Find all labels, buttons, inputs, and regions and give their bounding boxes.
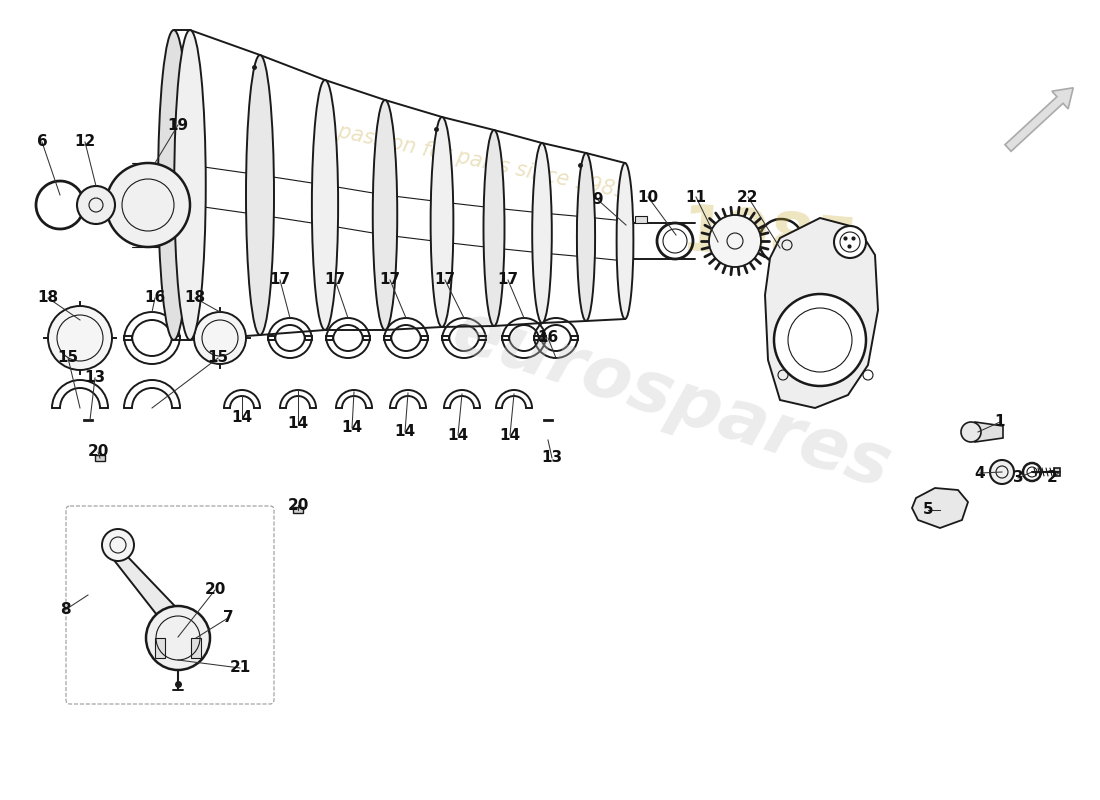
Text: 8: 8 [59,602,70,618]
Text: 22: 22 [737,190,759,205]
Text: 15: 15 [208,350,229,366]
Bar [635,216,647,223]
Text: a passion for parts since 1985: a passion for parts since 1985 [317,118,629,202]
Circle shape [106,163,190,247]
Text: 11: 11 [685,190,706,205]
Ellipse shape [246,55,274,335]
Bar [191,638,201,658]
Text: 18: 18 [185,290,206,306]
Text: 1: 1 [994,414,1005,430]
Text: 14: 14 [231,410,253,426]
Polygon shape [764,218,878,408]
Text: eurospares: eurospares [443,297,899,503]
Circle shape [48,306,112,370]
Ellipse shape [576,153,595,321]
Text: 17: 17 [379,273,400,287]
Text: 16: 16 [144,290,166,306]
Ellipse shape [174,30,206,340]
Text: 19: 19 [167,118,188,133]
Circle shape [990,460,1014,484]
Text: 6: 6 [36,134,47,150]
Text: 17: 17 [497,273,518,287]
Text: 13: 13 [541,450,562,466]
Text: 14: 14 [395,425,416,439]
Circle shape [710,215,761,267]
Text: 21: 21 [230,661,251,675]
Text: 9: 9 [593,193,603,207]
Bar [1054,468,1060,476]
Polygon shape [975,422,1003,442]
Text: 3: 3 [1013,470,1023,486]
Circle shape [146,606,210,670]
Bar [293,507,303,513]
Bar [155,638,165,658]
Polygon shape [110,555,192,652]
Text: 20: 20 [287,498,309,513]
Text: 15: 15 [57,350,78,366]
Circle shape [774,294,866,386]
Text: 5: 5 [923,502,933,518]
Text: 14: 14 [448,427,469,442]
Ellipse shape [312,80,338,330]
Text: 20: 20 [205,582,225,598]
Text: 17: 17 [270,273,290,287]
Text: 12: 12 [75,134,96,150]
Text: 18: 18 [37,290,58,306]
Polygon shape [912,488,968,528]
Circle shape [194,312,246,364]
Ellipse shape [158,30,189,340]
Text: 7: 7 [222,610,233,626]
Bar [95,455,104,461]
Ellipse shape [430,117,453,327]
Ellipse shape [617,163,634,319]
Text: 2: 2 [1046,470,1057,486]
Ellipse shape [484,130,505,326]
Circle shape [77,186,116,224]
Text: 20: 20 [87,445,109,459]
Text: 10: 10 [637,190,659,205]
Text: 13: 13 [85,370,106,386]
Ellipse shape [373,100,397,330]
Text: 14: 14 [287,417,309,431]
Circle shape [961,422,981,442]
Circle shape [102,529,134,561]
Text: 17: 17 [324,273,345,287]
Text: 16: 16 [538,330,559,346]
Text: 17: 17 [434,273,455,287]
Text: 14: 14 [341,421,363,435]
Text: 4: 4 [975,466,986,481]
FancyArrow shape [1005,88,1074,151]
Text: 1985: 1985 [679,202,861,278]
Circle shape [834,226,866,258]
Ellipse shape [532,143,552,323]
Text: 14: 14 [499,427,520,442]
